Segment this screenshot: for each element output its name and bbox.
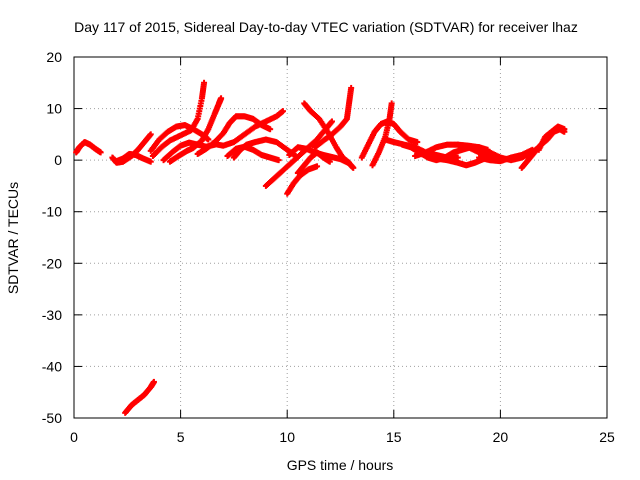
y-tick-label: -40 (42, 358, 62, 374)
data-point (346, 159, 353, 166)
data-point (328, 118, 335, 125)
y-tick-label: 10 (46, 101, 62, 117)
data-point (205, 136, 212, 143)
x-tick-label: 5 (177, 429, 185, 445)
data-point (561, 126, 568, 133)
data-point (201, 79, 208, 86)
x-tick-label: 25 (599, 429, 615, 445)
data-point (314, 163, 321, 170)
chart-title: Day 117 of 2015, Sidereal Day-to-day VTE… (74, 19, 578, 35)
data-point (275, 157, 282, 164)
y-tick-label: -30 (42, 307, 62, 323)
axis-ticks: 0 5 10 15 20 25 -50 -40 -30 -20 -10 0 10 20 (42, 49, 615, 445)
y-tick-label: -50 (42, 410, 62, 426)
data-points (73, 79, 568, 416)
plot-frame (73, 56, 608, 419)
data-point (147, 131, 154, 138)
data-point (97, 149, 104, 156)
data-point (267, 126, 274, 133)
x-tick-label: 15 (386, 429, 402, 445)
data-point (218, 95, 225, 102)
data-point (279, 108, 286, 115)
x-tick-label: 10 (279, 429, 295, 445)
y-axis-label: SDTVAR / TECUs (5, 182, 21, 294)
data-point (350, 164, 357, 171)
x-tick-label: 0 (70, 429, 78, 445)
data-point (348, 84, 355, 91)
x-tick-label: 20 (493, 429, 509, 445)
plot-border (73, 56, 608, 419)
y-tick-label: -10 (42, 204, 62, 220)
y-tick-label: 20 (46, 49, 62, 65)
data-point (388, 100, 395, 107)
data-point (150, 378, 157, 385)
grid (74, 57, 607, 418)
data-point (414, 139, 421, 146)
x-axis-label: GPS time / hours (287, 457, 394, 473)
data-point (326, 158, 333, 165)
data-point (147, 158, 154, 165)
data-point (454, 154, 461, 161)
y-tick-label: 0 (54, 152, 62, 168)
y-tick-label: -20 (42, 255, 62, 271)
